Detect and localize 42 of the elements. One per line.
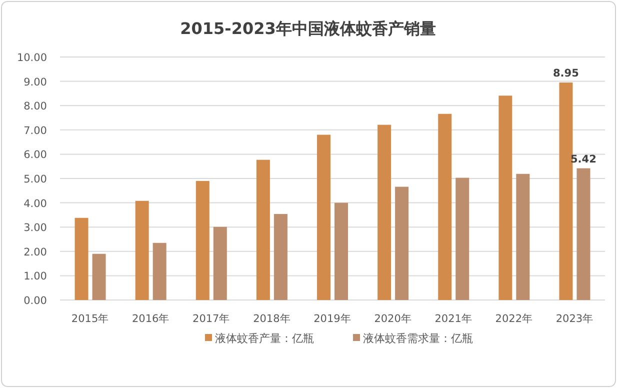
bar	[395, 186, 409, 300]
bar	[274, 214, 288, 300]
x-tick-label: 2015年	[71, 313, 110, 325]
y-tick-label: 0.00	[24, 295, 47, 307]
bar	[498, 96, 512, 300]
bar	[135, 200, 149, 300]
bar	[152, 242, 166, 300]
y-tick-label: 10.00	[16, 52, 47, 64]
y-tick-label: 3.00	[24, 222, 47, 234]
y-tick-label: 7.00	[24, 124, 47, 137]
y-tick-label: 2.00	[24, 246, 47, 258]
x-tick-label: 2023年	[556, 313, 594, 325]
bar	[92, 254, 106, 300]
bar	[576, 168, 590, 300]
bar	[334, 202, 348, 300]
y-tick-label: 1.00	[24, 270, 47, 283]
y-tick-label: 5.00	[24, 174, 47, 186]
x-tick-label: 2019年	[314, 313, 352, 325]
x-tick-label: 2018年	[253, 313, 291, 325]
bar	[516, 174, 530, 300]
y-tick-label: 6.00	[24, 149, 47, 162]
x-tick-label: 2022年	[495, 313, 534, 325]
y-tick-label: 8.00	[24, 100, 47, 113]
bar	[213, 226, 227, 300]
legend-label: 液体蚊香需求量：亿瓶	[363, 332, 473, 345]
bar	[438, 114, 452, 300]
bar	[378, 124, 392, 300]
x-tick-label: 2017年	[192, 313, 230, 325]
x-tick-label: 2021年	[434, 313, 472, 325]
x-tick-label: 2016年	[132, 313, 170, 325]
chart-title: 2015-2023年中国液体蚊香产销量	[180, 19, 436, 38]
y-tick-label: 9.00	[24, 76, 47, 88]
bar	[317, 134, 330, 300]
bar	[256, 160, 270, 300]
data-label: 8.95	[553, 68, 579, 80]
x-tick-label: 2020年	[374, 313, 412, 325]
bar	[196, 180, 210, 300]
bar	[74, 218, 88, 300]
legend-label: 液体蚊香产量：亿瓶	[215, 332, 314, 345]
bar	[559, 82, 573, 300]
bar	[456, 178, 470, 300]
y-tick-label: 4.00	[24, 198, 47, 210]
